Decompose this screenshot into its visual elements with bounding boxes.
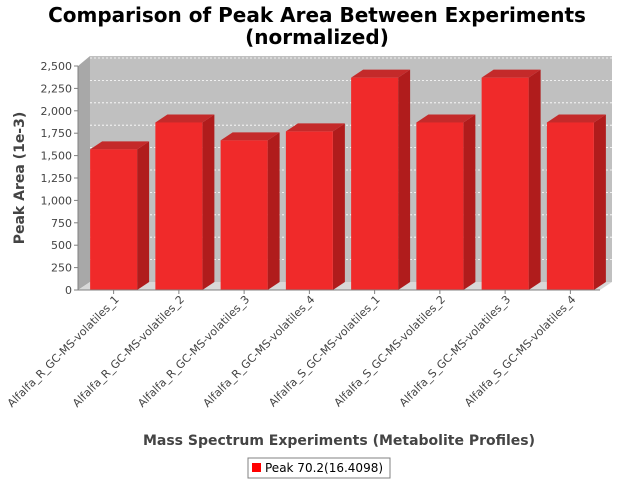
y-tick-label: 2,250 [41, 82, 73, 95]
y-tick-label: 1,250 [41, 172, 73, 185]
bar [220, 132, 280, 290]
y-tick-label: 1,750 [41, 127, 73, 140]
plot-floor [78, 282, 612, 290]
y-tick-label: 250 [51, 262, 72, 275]
bar [155, 114, 215, 290]
bar-side [463, 114, 476, 290]
x-tick-label: Alfalfa_S_GC-MS-volatiles_3 [397, 293, 513, 409]
bar [481, 69, 541, 290]
legend-box [247, 457, 391, 479]
y-tick-label: 2,000 [41, 105, 73, 118]
bar-side [267, 132, 280, 290]
bar-side [593, 114, 606, 290]
bar-top [416, 114, 476, 123]
bar-top [155, 114, 215, 123]
legend-entry: Peak 70.2(16.4098) [265, 461, 383, 475]
x-tick-label: Alfalfa_S_GC-MS-volatiles_4 [462, 293, 578, 409]
y-tick-label: 500 [51, 239, 72, 252]
x-tick-label: Alfalfa_R_GC-MS-volatiles_3 [135, 293, 252, 410]
x-tick-label: Alfalfa_S_GC-MS-volatiles_2 [332, 293, 448, 409]
y-tick-label: 1,500 [41, 150, 73, 163]
bar [546, 114, 606, 290]
legend: Peak 70.2(16.4098) [247, 457, 391, 479]
bar-front [351, 77, 399, 290]
bar-front [481, 77, 529, 290]
y-tick-label: 0 [65, 284, 72, 297]
bar-side [528, 69, 541, 290]
bar-top [90, 141, 150, 150]
bar [90, 141, 150, 290]
bar-top [481, 69, 541, 78]
bar-top [546, 114, 606, 123]
legend-swatch [252, 463, 261, 472]
x-tick-label: Alfalfa_S_GC-MS-volatiles_1 [266, 293, 382, 409]
y-axis-label: Peak Area (1e-3) [12, 112, 28, 245]
bar-front [546, 122, 594, 290]
bar-side [137, 141, 150, 290]
plot-wall [90, 56, 612, 282]
y-axis: 0 250 500 750 1,000 1,250 1,500 1,750 2,000 2,250… [41, 60, 79, 297]
bar-side [202, 114, 215, 290]
bar-front [220, 140, 268, 290]
bar-side [398, 69, 411, 290]
x-tick-label: Alfalfa_R_GC-MS-volatiles_1 [5, 293, 122, 410]
y-tick-label: 1,000 [41, 194, 73, 207]
y-tick-label: 2,500 [41, 60, 73, 73]
bar-front [285, 131, 333, 290]
x-tick-label: Alfalfa_R_GC-MS-volatiles_4 [201, 293, 318, 410]
bar [285, 123, 345, 291]
plot-side-wall [78, 56, 90, 290]
bar-front [155, 122, 203, 290]
plot-area [78, 56, 612, 290]
bar-front [90, 149, 138, 290]
bar [351, 69, 411, 290]
bar-top [351, 69, 411, 78]
bar [416, 114, 476, 290]
bar-side [332, 123, 345, 291]
x-axis-label: Mass Spectrum Experiments (Metabolite Pr… [143, 433, 535, 449]
bar-top [285, 123, 345, 132]
chart-subtitle: (normalized) [245, 25, 389, 49]
bar-top [220, 132, 280, 141]
x-axis: Alfalfa_R_GC-MS-volatiles_1Alfalfa_R_GC-… [5, 289, 600, 410]
chart-title: Comparison of Peak Area Between Experime… [48, 3, 586, 27]
gridlines [90, 57, 612, 261]
x-tick-label: Alfalfa_R_GC-MS-volatiles_2 [70, 293, 187, 410]
y-tick-label: 750 [51, 217, 72, 230]
bar-front [416, 122, 464, 290]
bars [90, 69, 606, 291]
